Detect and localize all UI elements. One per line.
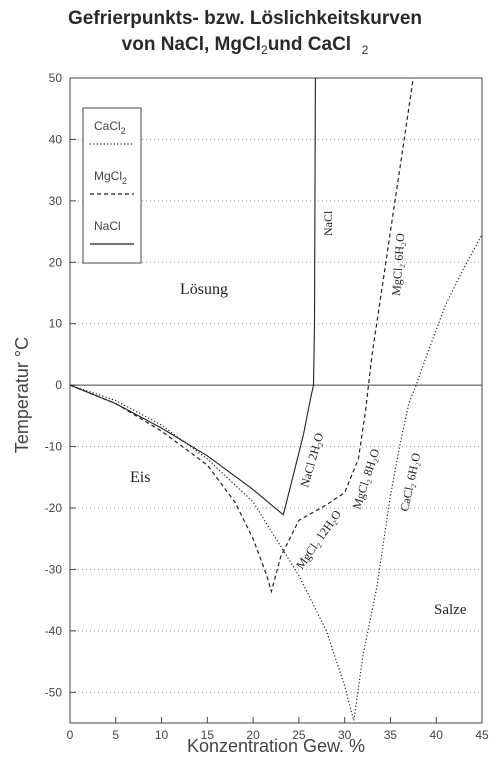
label-mgcl2-12h2o: MgCl₂ 12H₂O xyxy=(293,507,344,572)
axis-ticks: 50 40 30 20 10 0 -10 -20 -30 -40 -50 0 5 10 15 20 25 30 35… xyxy=(45,71,489,742)
series-line-mgcl2 xyxy=(69,77,414,594)
legend-label-mgcl: MgCl2 xyxy=(94,169,127,186)
x-tick-label: 10 xyxy=(155,728,169,742)
x-tick-label: 40 xyxy=(430,728,444,742)
y-tick-label: -50 xyxy=(45,685,63,699)
label-salts: Salze xyxy=(434,602,467,618)
legend-label-nacl: NaCl xyxy=(94,219,121,233)
x-tick-label: 0 xyxy=(67,728,74,742)
legend-label-subscript: 2 xyxy=(122,176,127,186)
x-axis-label: Konzentration Gew. % xyxy=(187,736,365,756)
y-tick-label: 20 xyxy=(49,255,63,269)
y-tick-label: -20 xyxy=(45,501,63,515)
label-mgcl2-8h2o: MgCl₂ 8H₂O xyxy=(350,447,383,511)
legend-label-cacl: CaCl2 xyxy=(94,119,126,136)
title-sub-cacl: 2 xyxy=(361,43,369,57)
y-tick-label: 30 xyxy=(49,194,63,208)
label-cacl2-6h2o: CaCl₂ 6H₂O xyxy=(397,451,423,512)
plot-frame xyxy=(69,77,483,724)
x-tick-label: 35 xyxy=(384,728,398,742)
series-line-cacl2 xyxy=(69,234,483,721)
y-axis-label: Temperatur °C xyxy=(12,337,32,453)
y-tick-label: 40 xyxy=(49,132,63,146)
y-tick-label: -10 xyxy=(45,440,63,454)
chart-title-line2: von NaCl, MgCl2und CaCl 2 xyxy=(0,34,490,57)
x-tick-label: 45 xyxy=(475,728,489,742)
label-nacl-line: NaCl xyxy=(321,210,335,236)
legend-box xyxy=(82,107,142,264)
title-part-cacl: und CaCl xyxy=(267,34,352,55)
legend-label-subscript: 2 xyxy=(121,126,126,136)
x-tick-label: 5 xyxy=(112,728,119,742)
label-solution: Lösung xyxy=(180,281,228,298)
label-mgcl2-6h2o: MgCl₂ 6H₂O xyxy=(389,232,407,296)
legend: CaCl2 MgCl2 NaCl xyxy=(82,107,142,264)
chart-title-line1: Gefrierpunkts- bzw. Löslichkeitskurven xyxy=(67,8,423,29)
x-tick-label: 25 xyxy=(292,728,306,742)
x-tick-label: 20 xyxy=(246,728,260,742)
y-tick-label: -30 xyxy=(45,562,63,576)
series-lines xyxy=(69,77,483,721)
y-tick-label: 50 xyxy=(49,71,63,85)
series-line-nacl xyxy=(69,77,316,516)
x-tick-label: 15 xyxy=(201,728,215,742)
title-sub-mgcl: 2 xyxy=(261,43,268,57)
y-tick-label: 0 xyxy=(55,378,62,392)
annotations: Lösung Eis Salze NaCl NaCl 2H₂O MgCl₂ 6H… xyxy=(130,210,467,618)
label-ice: Eis xyxy=(130,469,150,486)
title-part-nacl-mgcl: von NaCl, MgCl xyxy=(121,34,261,55)
x-tick-label: 30 xyxy=(338,728,352,742)
y-tick-label: -40 xyxy=(45,624,63,638)
y-tick-label: 10 xyxy=(49,317,63,331)
